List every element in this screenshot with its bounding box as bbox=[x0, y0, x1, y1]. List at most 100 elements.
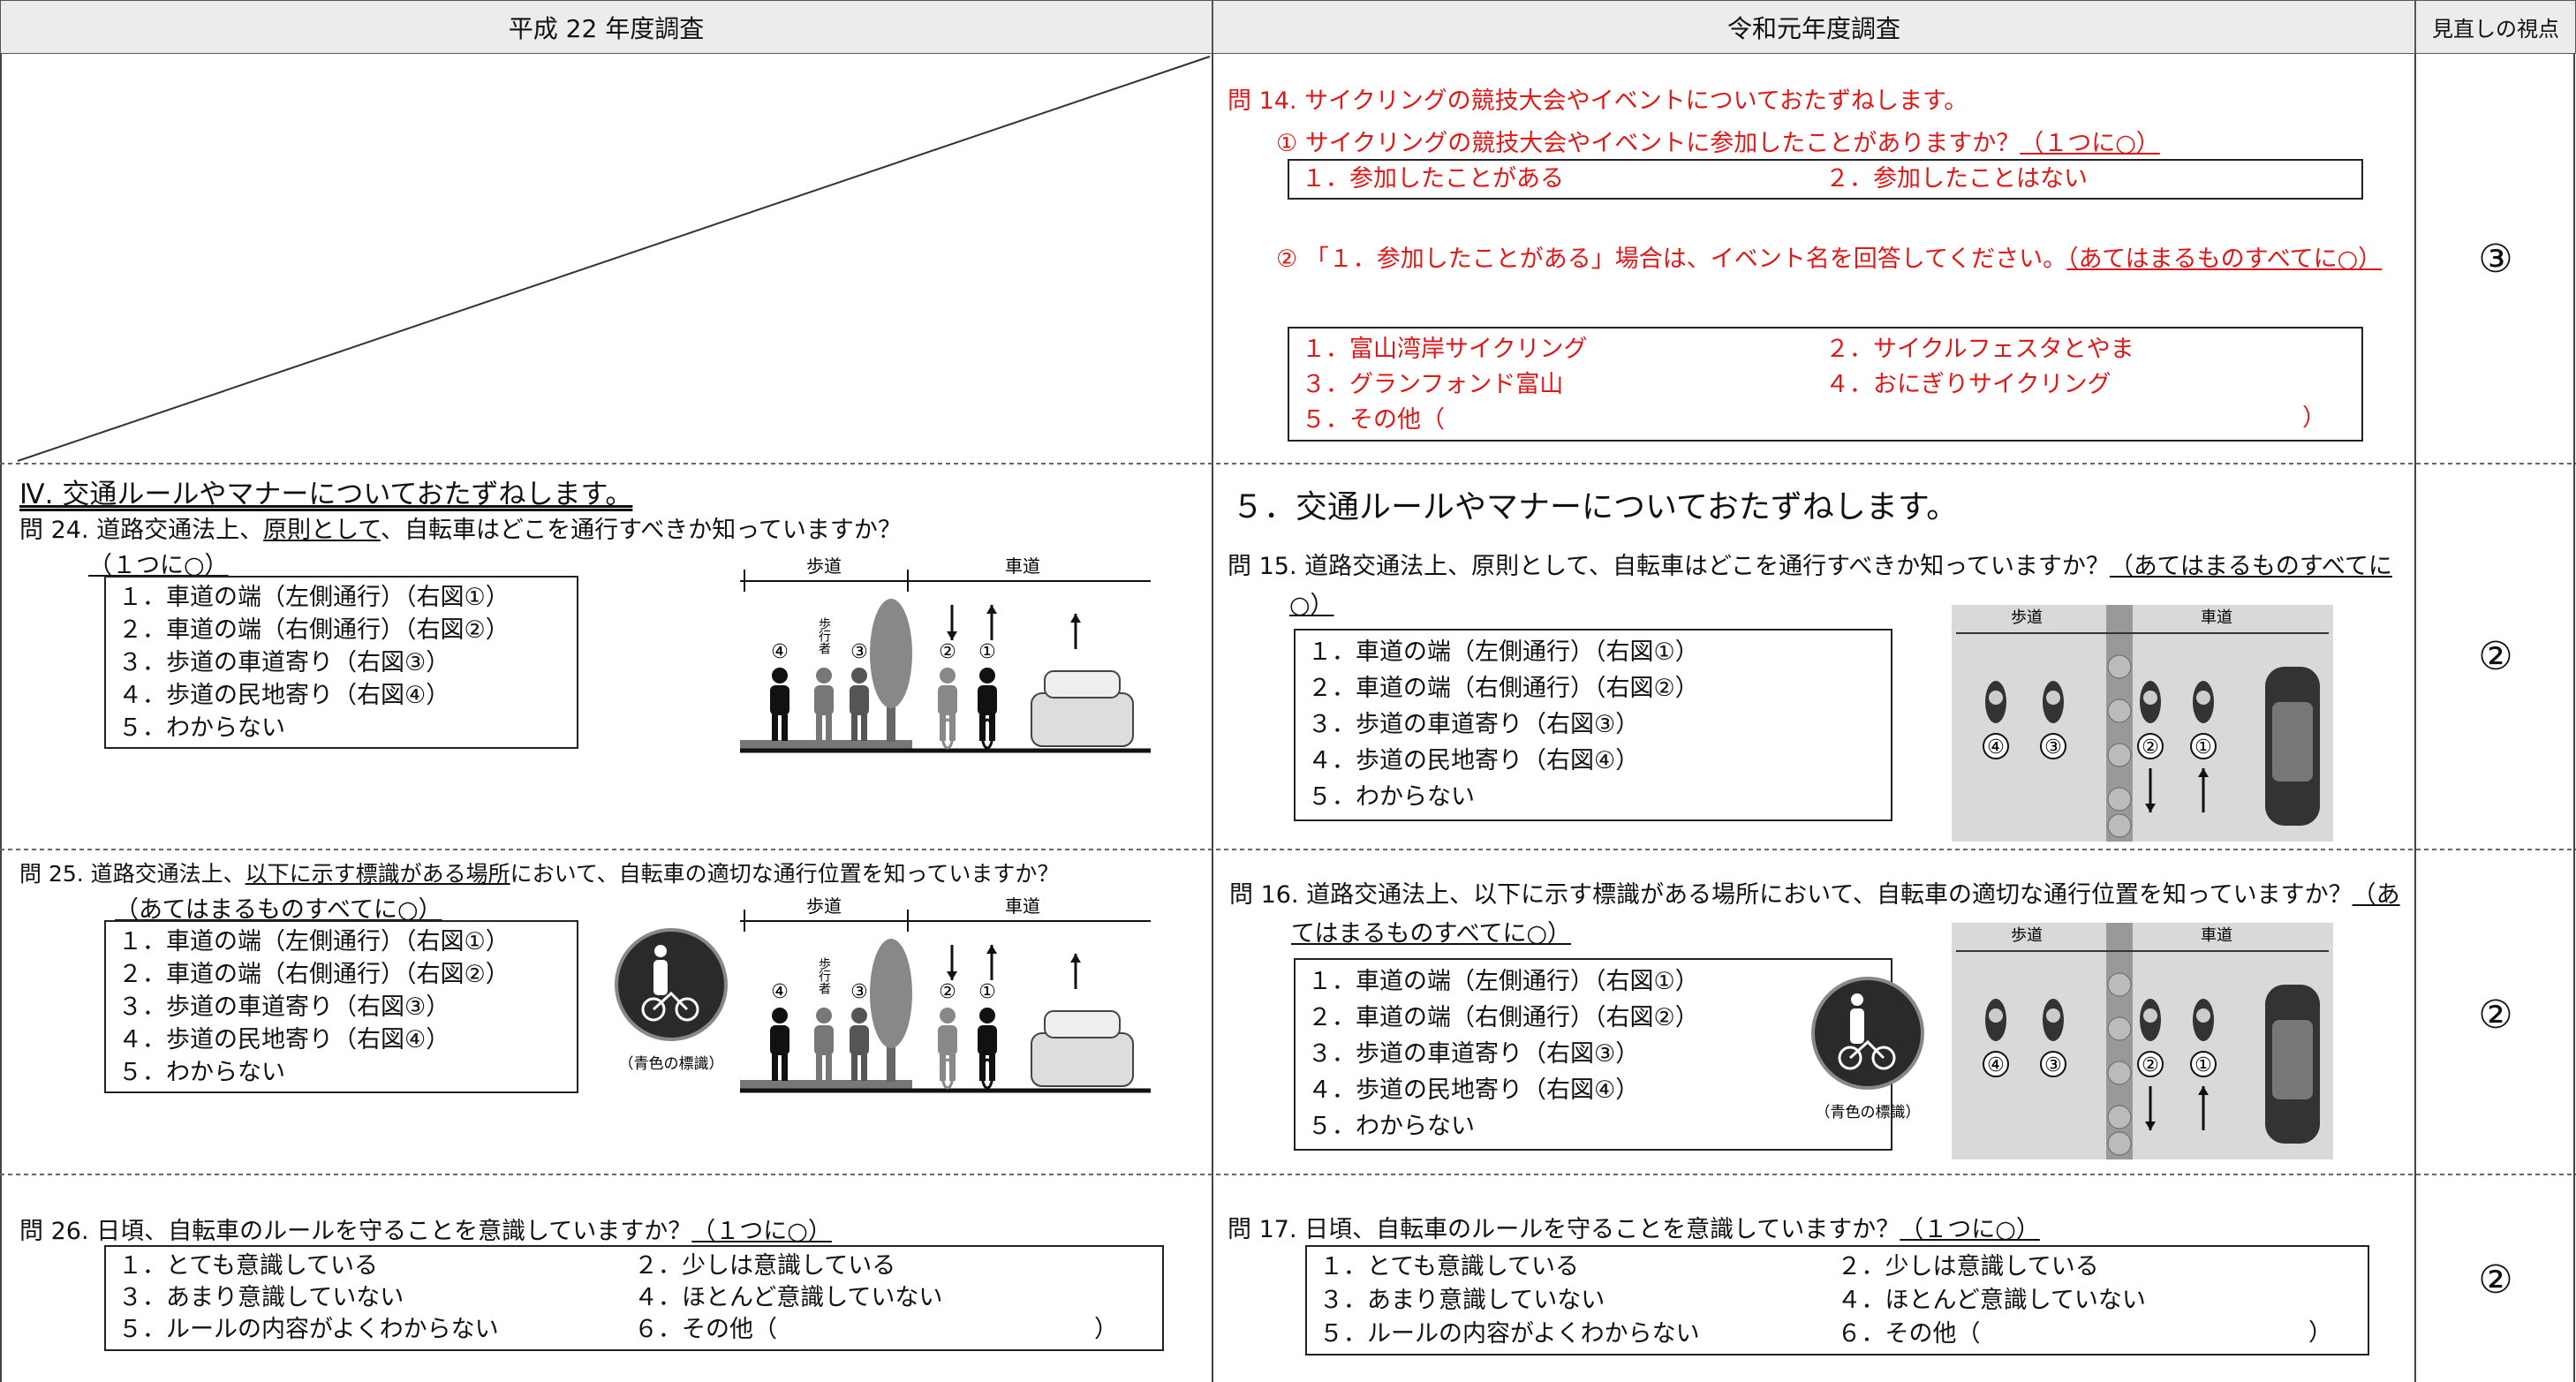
sign-icon bbox=[1851, 993, 1863, 1006]
option: ３．歩道の車道寄り（右図③） bbox=[1308, 1040, 1640, 1068]
figure-person bbox=[814, 1025, 834, 1055]
figure-person bbox=[861, 1054, 867, 1081]
figure-mark: ② bbox=[2142, 1054, 2159, 1076]
question: 問 17. 日頃、自転車のルールを守ることを意識していますか？（１つに○） bbox=[1228, 1210, 2040, 1244]
figure-person bbox=[782, 714, 788, 741]
option: １．車道の端（左側通行）（右図①） bbox=[1308, 638, 1699, 666]
figure-label: 車道 bbox=[2201, 926, 2232, 945]
option: ２．車道の端（右側通行）（右図②） bbox=[1308, 1004, 1699, 1031]
viewpoint: ② bbox=[2478, 634, 2513, 679]
figure-person bbox=[816, 1008, 832, 1023]
sign-icon bbox=[1871, 1046, 1896, 1070]
figure-car bbox=[2272, 702, 2313, 782]
sign-icon bbox=[675, 997, 699, 1022]
street-figure: 歩道 車道 ④ 歩行者 ③ ② ① bbox=[740, 895, 1151, 1093]
figure-person bbox=[851, 1054, 857, 1081]
figure-ground bbox=[740, 740, 912, 751]
figure-person bbox=[770, 1025, 789, 1055]
section-title: ５．交通ルールやマナーについておたずねします。 bbox=[1232, 489, 1959, 525]
viewpoint: ② bbox=[2478, 993, 2513, 1038]
figure-wheel bbox=[980, 1058, 994, 1090]
figure-mark: ② bbox=[939, 641, 956, 663]
sub-text: ② 「１．参加したことがある」場合は、イベント名を回答してください。 bbox=[1276, 245, 2067, 273]
sub-text: ① サイクリングの競技大会やイベントに参加したことがありますか？ bbox=[1276, 130, 2021, 157]
question: 問 25. 道路交通法上、以下に示す標識がある場所において、自転車の適切な通行位… bbox=[19, 857, 1059, 888]
figure-mark: ④ bbox=[771, 981, 789, 1003]
option: ３．歩道の車道寄り（右図③） bbox=[1308, 711, 1640, 738]
option: １．参加したことがある bbox=[1302, 165, 1564, 193]
figure-person bbox=[851, 714, 857, 741]
sign-caption: （青色の標識） bbox=[619, 1055, 724, 1073]
figure-arrow bbox=[1070, 954, 1081, 963]
figure-cyclist bbox=[2196, 691, 2210, 705]
question: 問 15. 道路交通法上、原則として、自転車はどこを通行すべきか知っていますか？… bbox=[1228, 548, 2406, 625]
sign-icon bbox=[652, 991, 689, 1011]
question: 問 24. 道路交通法上、原則として、自転車はどこを通行すべきか知っていますか？ bbox=[19, 510, 902, 545]
figure-person bbox=[770, 685, 789, 715]
sign-icon bbox=[641, 997, 666, 1022]
figure-mark: ③ bbox=[850, 641, 868, 663]
figure-mark: ① bbox=[978, 641, 996, 663]
q-text: 問 26. 日頃、自転車のルールを守ることを意識していますか？ bbox=[19, 1218, 692, 1245]
figure-arrow bbox=[2198, 1086, 2209, 1095]
figure-mark-ring bbox=[1983, 1051, 2009, 1077]
figure-label: 歩道 bbox=[806, 555, 842, 577]
figure-label: 車道 bbox=[1005, 895, 1040, 917]
figure-person bbox=[978, 1025, 997, 1055]
close-paren: ） bbox=[2302, 404, 2326, 432]
figure-cyclist bbox=[2143, 1008, 2157, 1023]
option: １．車道の端（左側通行）（右図①） bbox=[1308, 968, 1699, 995]
figure-car bbox=[1044, 670, 1121, 699]
figure-person bbox=[979, 668, 995, 683]
q-text: 問 16. 道路交通法上、以下に示す標識がある場所において、自転車の適切な通行位… bbox=[1229, 881, 2353, 909]
figure-person bbox=[816, 668, 832, 683]
figure-pole bbox=[2107, 1131, 2132, 1156]
figure-person bbox=[782, 1054, 788, 1081]
q-text: 問 17. 日頃、自転車のルールを守ることを意識していますか？ bbox=[1228, 1216, 1900, 1243]
sign-icon bbox=[653, 960, 668, 995]
figure-wheel bbox=[941, 718, 955, 750]
close-paren: ） bbox=[2308, 1319, 2332, 1347]
option: ４．ほとんど意識していない bbox=[634, 1284, 943, 1311]
figure-arrow bbox=[986, 605, 997, 614]
sign-caption: （青色の標識） bbox=[1816, 1104, 1921, 1121]
q-emphasis: 原則として bbox=[263, 517, 381, 544]
figure-mark: ③ bbox=[2044, 736, 2062, 759]
figure-label: 歩道 bbox=[2011, 608, 2043, 627]
option: １．とても意識している bbox=[118, 1252, 379, 1280]
figure-mark-ring bbox=[2040, 733, 2066, 759]
figure-pole bbox=[2107, 743, 2132, 767]
figure-pole bbox=[2107, 1105, 2132, 1129]
figure-label: 車道 bbox=[2201, 608, 2232, 627]
option: ３．歩道の車道寄り（右図③） bbox=[118, 993, 450, 1021]
figure-person bbox=[861, 714, 867, 741]
question-title: 問 14. サイクリングの競技大会やイベントについておたずねします。 bbox=[1228, 87, 1968, 115]
figure-pole bbox=[2107, 654, 2132, 679]
figure-mark: ① bbox=[978, 981, 996, 1003]
options-box: １．車道の端（左側通行）（右図①） ２．車道の端（右側通行）（右図②） ３．歩道の車… bbox=[1294, 629, 1892, 821]
figure-person bbox=[938, 1025, 957, 1055]
option: ４．歩道の民地寄り（右図④） bbox=[118, 682, 450, 709]
figure-cyclist bbox=[2046, 1008, 2060, 1023]
sign-icon bbox=[1850, 1008, 1864, 1044]
option: ３．あまり意識していない bbox=[118, 1284, 404, 1311]
figure-tree bbox=[887, 680, 895, 742]
figure-car bbox=[2272, 1020, 2313, 1099]
figure-cyclist bbox=[2143, 691, 2157, 705]
figure-label: 歩道 bbox=[806, 895, 842, 917]
option: ２．車道の端（右側通行）（右図②） bbox=[118, 961, 510, 988]
option: ２．少しは意識している bbox=[1837, 1253, 2099, 1280]
section-title: Ⅳ. 交通ルールやマナーについておたずねします。 bbox=[19, 479, 633, 510]
figure-person bbox=[850, 1025, 869, 1055]
figure-mark: ④ bbox=[1987, 1054, 2005, 1076]
option: ５．ルールの内容がよくわからない bbox=[1319, 1320, 1700, 1348]
figure-car bbox=[1031, 692, 1134, 747]
figure-mark-ring bbox=[2137, 733, 2164, 759]
figure-pole bbox=[2107, 813, 2132, 838]
street-figure: 歩道 車道 ④ ③ ② ① bbox=[1952, 923, 2333, 1159]
figure-person bbox=[816, 714, 822, 741]
figure-car bbox=[1031, 1032, 1134, 1087]
sign: （青色の標識） bbox=[615, 928, 728, 1073]
figure-tree bbox=[870, 599, 912, 708]
